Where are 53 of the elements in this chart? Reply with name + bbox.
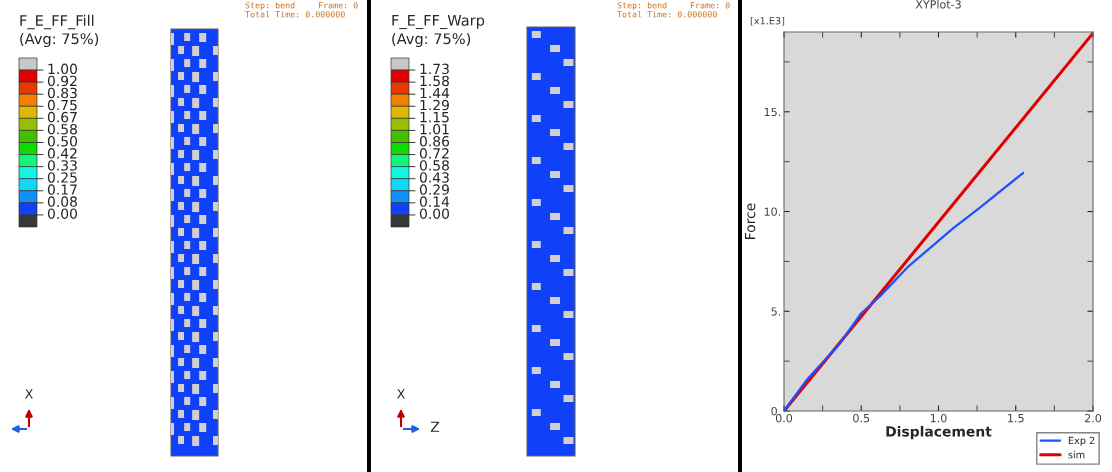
text: 0.25 (47, 172, 77, 183)
chart-title: XYPlot-3 (915, 0, 961, 9)
text: 0.86 (419, 136, 450, 147)
text: Frame: 0 (318, 2, 358, 9)
text: 0.17 (47, 184, 77, 195)
x-tick-label: 1.0 (930, 413, 947, 423)
text: (Avg: 75%) (392, 32, 471, 48)
text: 1.00 (48, 63, 77, 75)
text: Total Time: 0.000000 (245, 10, 345, 18)
text: 0.00 (47, 208, 77, 219)
text: Total Time: 0.000000 (617, 10, 717, 18)
x-axis-title: Displacement (886, 425, 992, 440)
text: 0.50 (47, 136, 77, 147)
text: 0.33 (47, 160, 77, 171)
text: 0.42 (47, 148, 77, 159)
x-tick-label: 2.0 (1084, 413, 1102, 423)
legend-label: Exp 2 (1068, 436, 1095, 446)
x-tick-label: 1.5 (1008, 414, 1024, 423)
text: (Avg: 75%) (20, 32, 99, 48)
text: Step: bend (617, 1, 667, 11)
text: X (397, 389, 405, 399)
text: F_E_FF_Fill (20, 14, 94, 30)
text: 0.00 (419, 208, 449, 219)
text: Frame: 0 (690, 2, 730, 9)
text: 0.08 (47, 196, 77, 207)
y-tick-label: 15. (764, 107, 781, 117)
text: 1.44 (420, 87, 450, 99)
text: 1.01 (420, 123, 449, 135)
y-tick-label: 0. (771, 406, 781, 416)
y-tick-label: 10. (764, 207, 781, 216)
text: 0.58 (47, 123, 77, 135)
y-tick-label: 5. (771, 307, 781, 316)
legend-label: sim (1068, 450, 1085, 459)
text: 1.73 (420, 63, 449, 75)
text: F_E_FF_Warp (392, 14, 485, 30)
text: 1.29 (420, 99, 449, 111)
text: Z (430, 421, 440, 432)
text: 1.58 (420, 75, 449, 87)
x-tick-label: 0.5 (853, 413, 870, 423)
text: 0.58 (419, 160, 449, 171)
text: 0.83 (47, 87, 77, 99)
text: 0.43 (419, 172, 449, 183)
text: X (25, 389, 33, 399)
text: 1.15 (420, 112, 449, 123)
text: 0.72 (419, 148, 449, 159)
text: 0.92 (47, 75, 77, 87)
text: 0.29 (419, 184, 449, 195)
text: [x1.E3] (750, 16, 785, 26)
text: 0.75 (47, 99, 77, 111)
y-axis-title: Force (744, 203, 756, 239)
text: 0.67 (47, 111, 77, 123)
text: 0.14 (419, 196, 450, 207)
text: Step: bend (245, 1, 295, 11)
